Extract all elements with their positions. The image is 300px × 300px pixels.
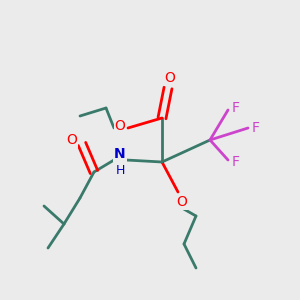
Text: F: F xyxy=(252,121,260,135)
Text: O: O xyxy=(67,133,77,147)
Text: H: H xyxy=(115,164,125,176)
Text: O: O xyxy=(177,195,188,209)
Text: O: O xyxy=(115,119,125,133)
Text: O: O xyxy=(165,71,176,85)
Text: N: N xyxy=(114,147,126,161)
Text: F: F xyxy=(232,101,240,115)
Text: F: F xyxy=(232,155,240,169)
